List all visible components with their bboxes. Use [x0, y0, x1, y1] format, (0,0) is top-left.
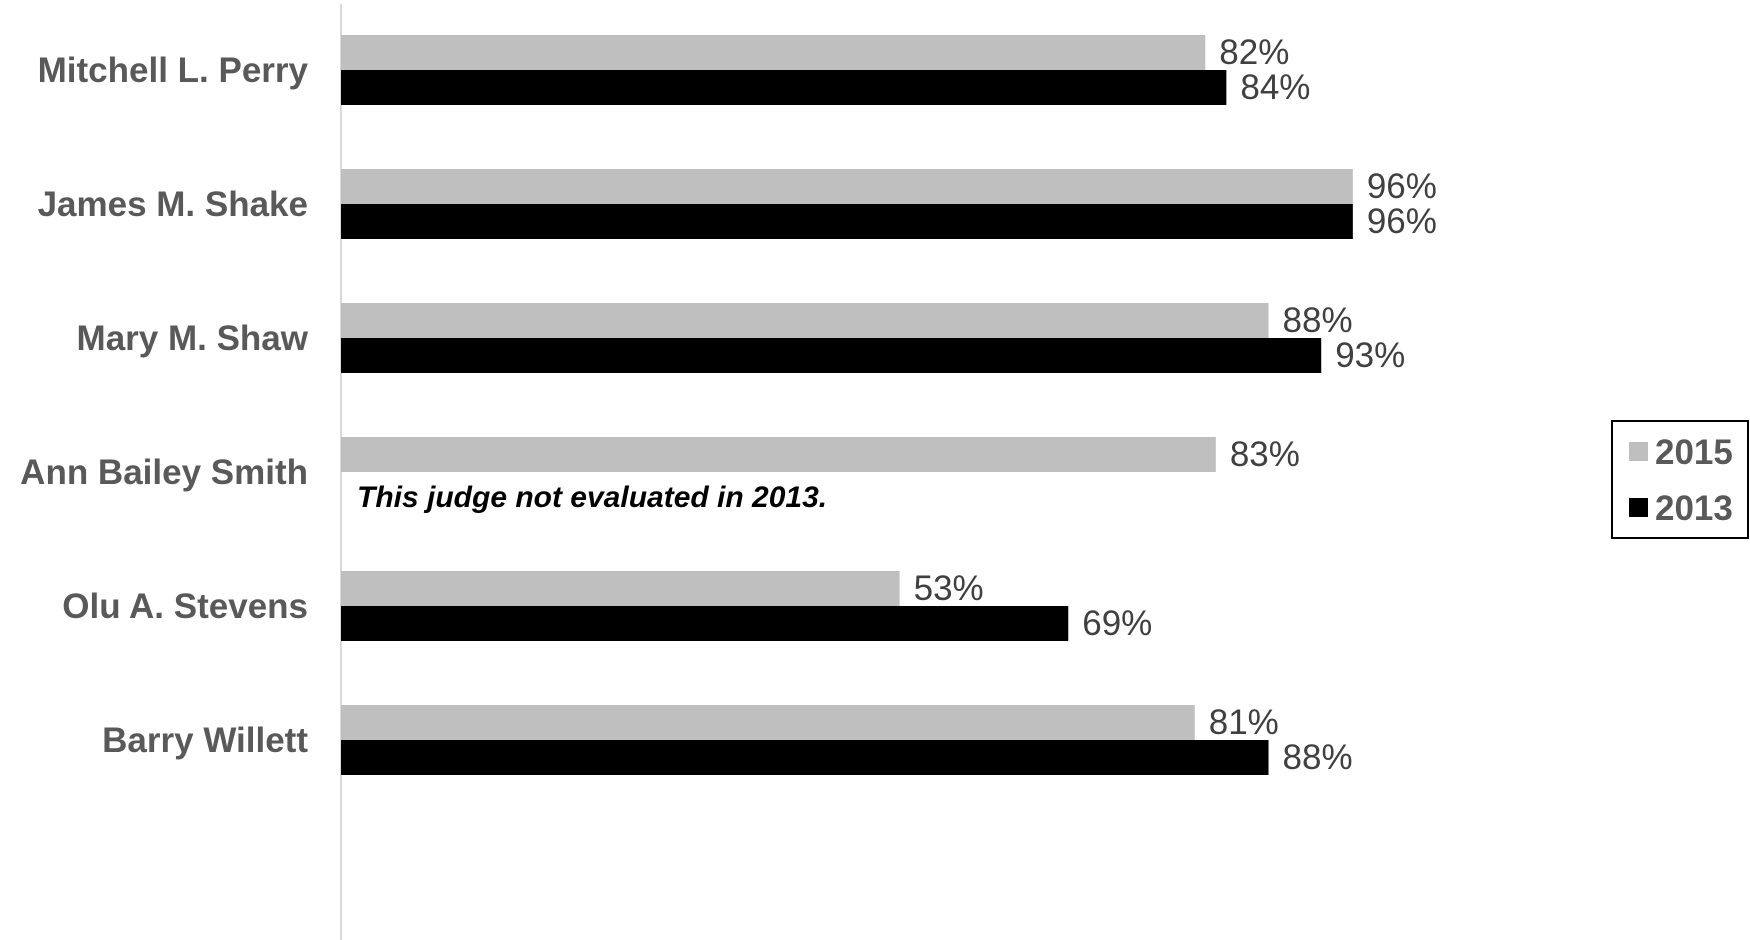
bar-2015-mitchell-l-perry: [341, 35, 1206, 70]
legend-swatch-2013: [1629, 498, 1648, 517]
category-label-ann-bailey-smith: Ann Bailey Smith: [20, 453, 308, 492]
data-label-2015-mary-m-shaw: 88%: [1283, 301, 1353, 340]
data-label-2015-james-m-shake: 96%: [1367, 167, 1437, 206]
data-label-2013-james-m-shake: 96%: [1367, 202, 1437, 241]
legend-label-2015: 2015: [1655, 433, 1733, 472]
category-label-barry-willett: Barry Willett: [102, 721, 308, 760]
category-label-james-m-shake: James M. Shake: [38, 185, 308, 224]
data-label-2013-mary-m-shaw: 93%: [1335, 336, 1405, 375]
bar-2013-james-m-shake: [341, 204, 1353, 239]
legend-swatch-2015: [1629, 442, 1648, 461]
data-label-2013-mitchell-l-perry: 84%: [1240, 68, 1310, 107]
bar-2015-ann-bailey-smith: [341, 437, 1216, 472]
annotation-not-evaluated: This judge not evaluated in 2013.: [357, 481, 827, 514]
category-label-mitchell-l-perry: Mitchell L. Perry: [38, 51, 309, 90]
bar-2013-olu-a-stevens: [341, 606, 1069, 641]
bar-2015-james-m-shake: [341, 169, 1353, 204]
bar-2015-olu-a-stevens: [341, 571, 900, 606]
data-label-2015-barry-willett: 81%: [1209, 703, 1279, 742]
legend-label-2013: 2013: [1655, 489, 1733, 528]
data-label-2015-mitchell-l-perry: 82%: [1219, 33, 1289, 72]
bar-2015-barry-willett: [341, 705, 1195, 740]
bar-2013-mitchell-l-perry: [341, 70, 1227, 105]
category-label-olu-a-stevens: Olu A. Stevens: [62, 587, 308, 626]
category-label-mary-m-shaw: Mary M. Shaw: [77, 319, 309, 358]
data-label-2013-olu-a-stevens: 69%: [1082, 604, 1152, 643]
legend-box: [1611, 420, 1749, 539]
bar-2015-mary-m-shaw: [341, 303, 1269, 338]
data-label-2013-barry-willett: 88%: [1283, 738, 1353, 777]
bar-2013-barry-willett: [341, 740, 1269, 775]
data-label-2015-ann-bailey-smith: 83%: [1230, 435, 1300, 474]
data-label-2015-olu-a-stevens: 53%: [914, 569, 984, 608]
bar-2013-mary-m-shaw: [341, 338, 1322, 373]
